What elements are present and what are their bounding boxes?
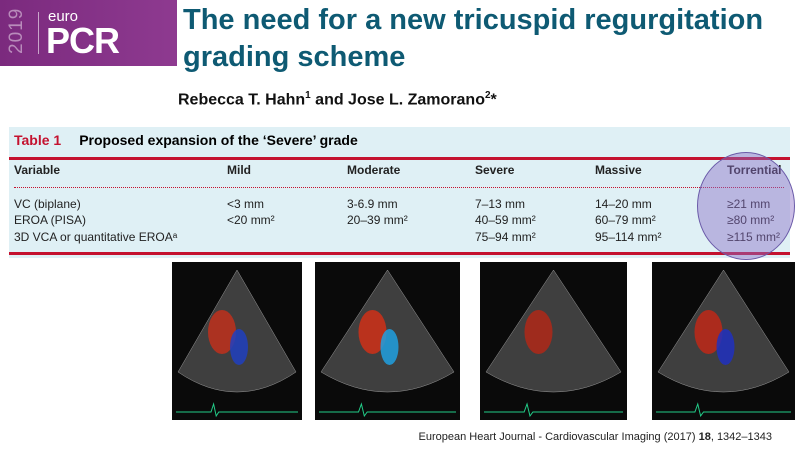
authors: Rebecca T. Hahn1 and Jose L. Zamorano2* [178, 90, 497, 109]
echo-torrential-image [652, 262, 795, 420]
table-bottom-rule [9, 252, 790, 255]
column-header: Massive [595, 163, 642, 177]
column-header: Moderate [347, 163, 401, 177]
author-2: and Jose L. Zamorano [310, 91, 485, 109]
author-1-sup: 1 [305, 90, 311, 101]
citation-journal: European Heart Journal - Cardiovascular … [418, 431, 699, 443]
title-line-1: The need for a new tricuspid regurgitati… [183, 4, 764, 36]
echo-moderate-image [315, 262, 460, 420]
table-cell: 7–13 mm [475, 197, 526, 211]
table-cell: 14–20 mm [595, 197, 652, 211]
column-header: Severe [475, 163, 515, 177]
table-cell: 95–114 mm² [595, 230, 662, 244]
corresponding-mark: * [490, 91, 497, 109]
author-2-sup: 2 [484, 90, 491, 101]
table-cell: VC (biplane) [14, 197, 81, 211]
logo-divider [38, 12, 39, 54]
grading-table: Table 1 Proposed expansion of the ‘Severe… [9, 127, 790, 258]
logo-euro: euro [48, 8, 79, 25]
torrential-highlight [697, 152, 795, 260]
table-label: Table 1 [14, 132, 62, 148]
column-header: Mild [227, 163, 251, 177]
table-caption-text: Proposed expansion of the ‘Severe’ grade [79, 132, 358, 148]
title-line-2: grading scheme [183, 41, 406, 73]
header-divider [14, 187, 784, 188]
table-cell: <3 mm [227, 197, 265, 211]
logo-pcr: PCR [46, 20, 120, 61]
slide-title: The need for a new tricuspid regurgitati… [183, 2, 763, 76]
citation: European Heart Journal - Cardiovascular … [419, 431, 772, 443]
author-1: Rebecca T. Hahn [178, 91, 306, 109]
column-header: Variable [14, 163, 61, 177]
table-top-rule [9, 157, 790, 160]
table-cell: 40–59 mm² [475, 213, 536, 227]
logo-year: 2019 [6, 7, 27, 54]
table-cell: EROA (PISA) [14, 213, 87, 227]
table-caption: Table 1 Proposed expansion of the ‘Severe… [14, 132, 358, 148]
europcr-logo: 2019 euro PCR [0, 0, 177, 66]
citation-pages: , 1342–1343 [710, 431, 772, 443]
table-cell: 60–79 mm² [595, 213, 656, 227]
citation-volume: 18 [698, 431, 711, 443]
table-cell: 20–39 mm² [347, 213, 408, 227]
table-cell: 3D VCA or quantitative EROAᵃ [14, 230, 178, 244]
table-cell: 3-6.9 mm [347, 197, 398, 211]
echo-mild-image [172, 262, 302, 420]
table-cell: <20 mm² [227, 213, 275, 227]
echo-severe-image [480, 262, 627, 420]
table-cell: 75–94 mm² [475, 230, 536, 244]
